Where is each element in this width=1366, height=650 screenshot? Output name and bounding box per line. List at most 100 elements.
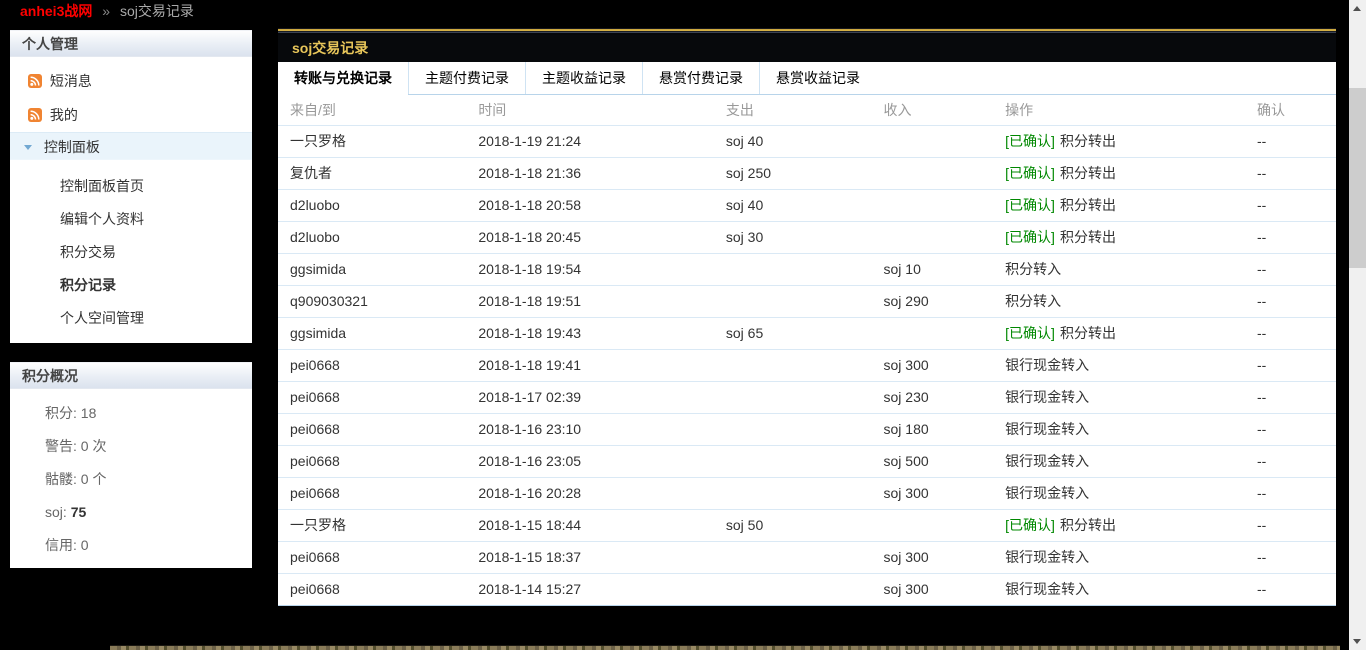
cell-confirm: -- bbox=[1244, 541, 1336, 574]
cell-time: 2018-1-17 02:39 bbox=[466, 381, 714, 414]
cell-confirm: -- bbox=[1244, 125, 1336, 158]
cell-confirm: -- bbox=[1244, 509, 1336, 542]
column-header: 时间 bbox=[466, 95, 714, 126]
breadcrumb-separator: » bbox=[102, 3, 111, 19]
cell-confirm: -- bbox=[1244, 221, 1336, 254]
column-header: 确认 bbox=[1244, 95, 1336, 126]
control-panel-subitems: 控制面板首页 编辑个人资料 积分交易 积分记录 个人空间管理 bbox=[10, 160, 252, 343]
rss-feed-icon bbox=[28, 100, 42, 122]
stat-row: soj: 75 bbox=[10, 496, 252, 529]
site-name-link[interactable]: anhei3战网 bbox=[20, 3, 93, 19]
cell-income: soj 300 bbox=[871, 541, 994, 574]
action-label: 银行现金转入 bbox=[1005, 549, 1090, 565]
cell-action: 银行现金转入 bbox=[993, 349, 1245, 382]
scroll-up-button[interactable] bbox=[1349, 0, 1366, 17]
stat-label: 警告: bbox=[45, 438, 77, 454]
sidebar-subitem[interactable]: 个人空间管理 bbox=[10, 302, 252, 335]
sidebar-link[interactable]: 我的 bbox=[10, 98, 252, 132]
sidebar-subitem[interactable]: 积分记录 bbox=[10, 269, 252, 302]
cell-income bbox=[871, 221, 994, 254]
cell-action: [已确认] 积分转出 bbox=[993, 317, 1245, 350]
cell-action: [已确认] 积分转出 bbox=[993, 189, 1245, 222]
tab[interactable]: 主题付费记录 bbox=[408, 62, 525, 94]
sidebar-subitem[interactable]: 编辑个人资料 bbox=[10, 203, 252, 236]
table-row: q909030321 2018-1-18 19:51 soj 290 积分转入 … bbox=[278, 285, 1336, 318]
tab-label: 主题付费记录 bbox=[425, 70, 509, 86]
cell-outcome: soj 250 bbox=[713, 157, 872, 190]
cell-from: pei0668 bbox=[278, 541, 467, 574]
stat-value: 0 次 bbox=[80, 438, 107, 454]
cell-from: pei0668 bbox=[278, 413, 467, 446]
tab[interactable]: 主题收益记录 bbox=[525, 62, 642, 94]
cell-from: pei0668 bbox=[278, 573, 467, 606]
stat-value: 18 bbox=[80, 405, 97, 421]
cell-from: d2luobo bbox=[278, 189, 467, 222]
table-row: ggsimida 2018-1-18 19:54 soj 10 积分转入 -- bbox=[278, 253, 1336, 286]
cell-time: 2018-1-15 18:37 bbox=[466, 541, 714, 574]
cell-confirm: -- bbox=[1244, 317, 1336, 350]
stat-row: 骷髅: 0 个 bbox=[10, 463, 252, 496]
action-label: 银行现金转入 bbox=[1005, 357, 1090, 373]
tab[interactable]: 转账与兑换记录 bbox=[278, 62, 408, 95]
table-row: 复仇者 2018-1-18 21:36 soj 250 [已确认] 积分转出 -- bbox=[278, 157, 1336, 190]
cell-outcome: soj 50 bbox=[713, 509, 872, 542]
cell-action: [已确认] 积分转出 bbox=[993, 221, 1245, 254]
sidebar-link[interactable]: 短消息 bbox=[10, 64, 252, 98]
cell-confirm: -- bbox=[1244, 381, 1336, 414]
action-label: 银行现金转入 bbox=[1005, 421, 1090, 437]
action-label: 积分转出 bbox=[1059, 517, 1116, 533]
cell-income bbox=[871, 125, 994, 158]
table-row: pei0668 2018-1-16 23:05 soj 500 银行现金转入 -… bbox=[278, 445, 1336, 478]
confirmed-tag: [已确认] bbox=[1005, 165, 1055, 181]
cell-time: 2018-1-18 20:45 bbox=[466, 221, 714, 254]
tab[interactable]: 悬赏付费记录 bbox=[642, 62, 759, 94]
action-label: 积分转出 bbox=[1059, 325, 1116, 341]
tab-label: 转账与兑换记录 bbox=[294, 70, 392, 86]
cell-time: 2018-1-16 23:10 bbox=[466, 413, 714, 446]
cell-action: 银行现金转入 bbox=[993, 445, 1245, 478]
breadcrumb-page-title: soj交易记录 bbox=[119, 3, 194, 19]
sidebar-subitem-label: 个人空间管理 bbox=[60, 310, 144, 326]
cell-from: pei0668 bbox=[278, 381, 467, 414]
sidebar-subitem[interactable]: 控制面板首页 bbox=[10, 170, 252, 203]
cell-confirm: -- bbox=[1244, 445, 1336, 478]
cell-from: pei0668 bbox=[278, 349, 467, 382]
action-label: 积分转出 bbox=[1059, 229, 1116, 245]
tab[interactable]: 悬赏收益记录 bbox=[759, 62, 876, 94]
cell-action: 银行现金转入 bbox=[993, 477, 1245, 510]
cell-outcome bbox=[713, 445, 872, 478]
cell-outcome bbox=[713, 381, 872, 414]
cell-confirm: -- bbox=[1244, 285, 1336, 318]
column-header: 来自/到 bbox=[278, 95, 467, 126]
cell-outcome bbox=[713, 285, 872, 318]
table-row: pei0668 2018-1-15 18:37 soj 300 银行现金转入 -… bbox=[278, 541, 1336, 574]
scroll-down-button[interactable] bbox=[1349, 633, 1366, 650]
cell-income: soj 10 bbox=[871, 253, 994, 286]
scroll-down-icon bbox=[1353, 639, 1361, 644]
confirmed-tag: [已确认] bbox=[1005, 229, 1055, 245]
stat-row: 积分: 18 bbox=[10, 397, 252, 430]
cell-outcome bbox=[713, 477, 872, 510]
tab-label: 主题收益记录 bbox=[542, 70, 626, 86]
transactions-table: 来自/到 时间 支出 收入 操作 确认 一只罗格 2018-1-19 21:24 soj … bbox=[278, 95, 1336, 606]
footer-texture-decoration bbox=[110, 645, 1340, 650]
table-row: pei0668 2018-1-14 15:27 soj 300 银行现金转入 -… bbox=[278, 573, 1336, 606]
sidebar-subitem-label: 积分记录 bbox=[60, 277, 116, 293]
cell-from: q909030321 bbox=[278, 285, 467, 318]
panel-manage-title: 个人管理 bbox=[10, 31, 252, 57]
tab-label: 悬赏付费记录 bbox=[659, 70, 743, 86]
stat-row: 信用: 0 bbox=[10, 529, 252, 562]
action-label: 积分转入 bbox=[1005, 261, 1062, 277]
action-label: 积分转出 bbox=[1059, 197, 1116, 213]
control-panel-section-toggle[interactable]: 控制面板 bbox=[10, 132, 252, 160]
cell-action: 银行现金转入 bbox=[993, 381, 1245, 414]
cell-confirm: -- bbox=[1244, 573, 1336, 606]
sidebar-subitem[interactable]: 积分交易 bbox=[10, 236, 252, 269]
table-row: pei0668 2018-1-16 23:10 soj 180 银行现金转入 -… bbox=[278, 413, 1336, 446]
cell-from: d2luobo bbox=[278, 221, 467, 254]
sidebar-link-label: 短消息 bbox=[49, 73, 92, 89]
scrollbar-thumb[interactable] bbox=[1349, 88, 1366, 268]
panel-points-title: 积分概况 bbox=[10, 363, 252, 389]
column-header: 收入 bbox=[871, 95, 994, 126]
vertical-scrollbar[interactable] bbox=[1349, 0, 1366, 650]
